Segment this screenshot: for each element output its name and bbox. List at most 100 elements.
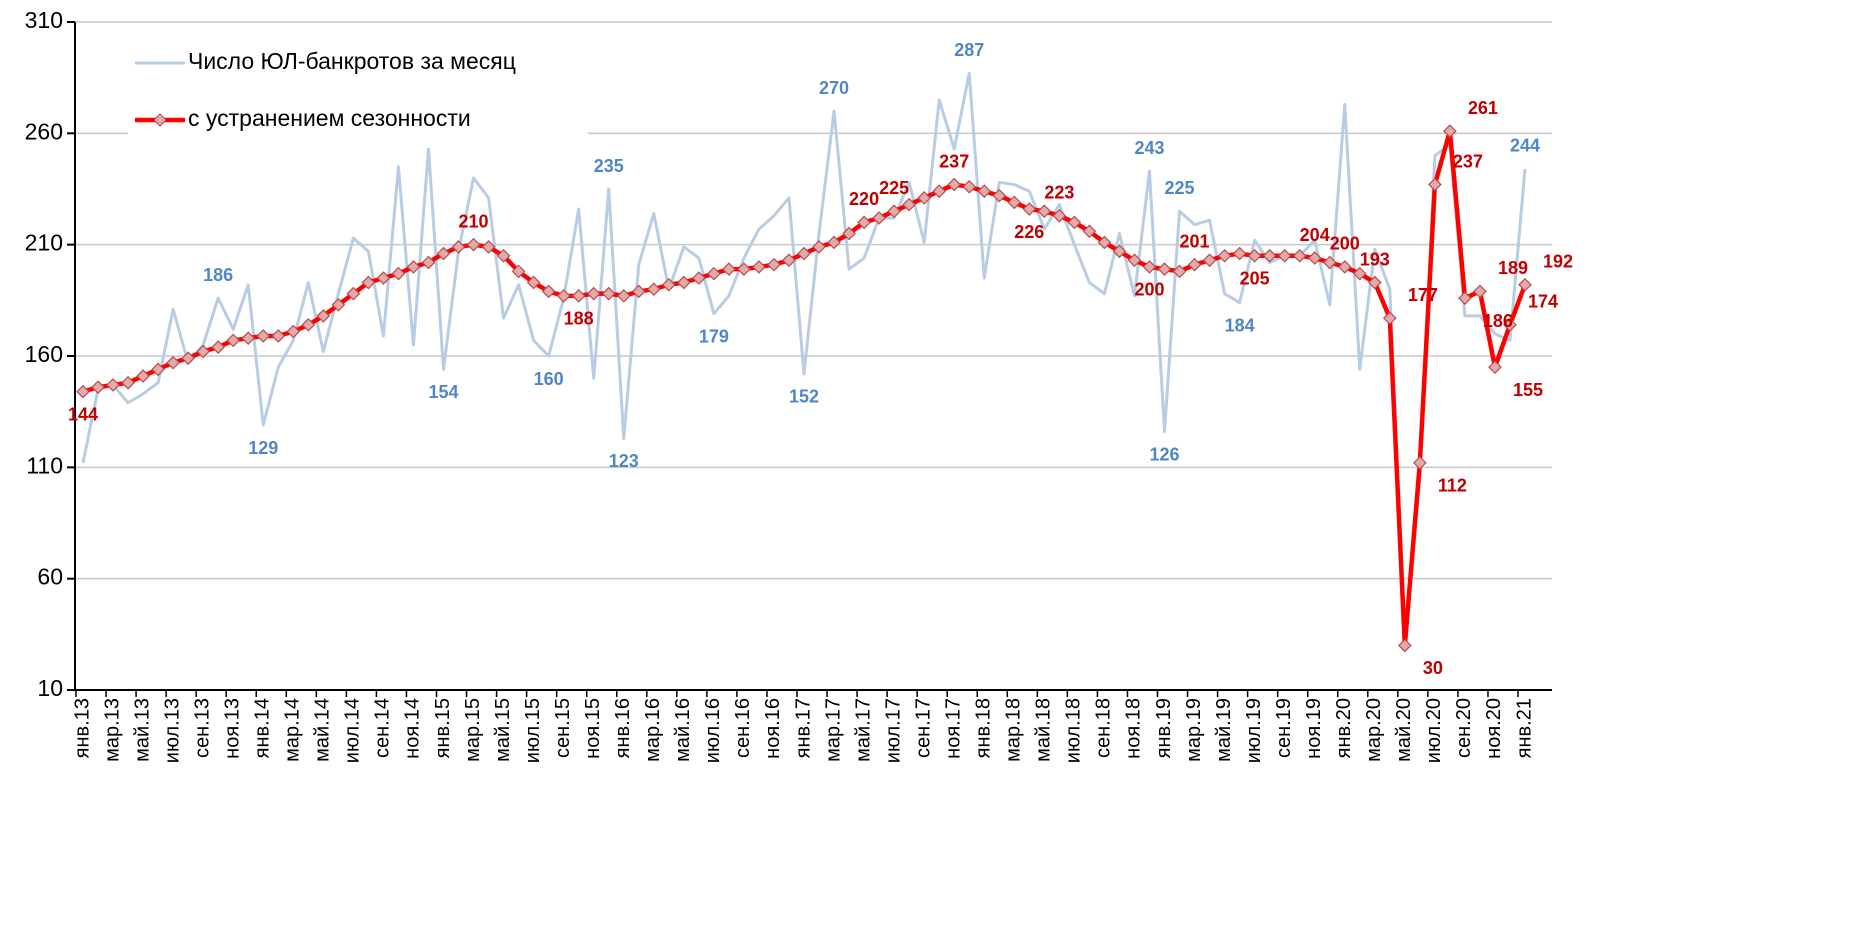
point-marker [241, 331, 256, 346]
point-marker [872, 211, 886, 225]
x-tick-label: май.13 [131, 698, 153, 762]
point-marker [1292, 248, 1307, 263]
data-label: 200 [1134, 280, 1164, 300]
point-marker [361, 275, 376, 290]
y-tick-label: 160 [25, 341, 63, 367]
x-tick-label: сен.13 [191, 698, 213, 758]
point-marker [827, 235, 841, 250]
point-marker [76, 384, 90, 399]
point-marker [646, 282, 661, 297]
point-marker [1397, 638, 1412, 653]
point-marker [181, 351, 195, 366]
data-label: 270 [819, 78, 849, 98]
data-label: 235 [594, 156, 624, 176]
point-marker [631, 284, 646, 299]
x-tick-label: ноя.20 [1483, 698, 1505, 759]
x-tick-label: сен.17 [912, 698, 934, 758]
x-tick-label: сен.18 [1093, 698, 1115, 758]
point-marker [1277, 248, 1292, 263]
point-marker [947, 177, 962, 192]
x-tick-label: июл.15 [522, 698, 544, 763]
x-tick-label: мар.14 [282, 698, 304, 762]
point-marker [1127, 253, 1142, 268]
data-label: 186 [203, 265, 233, 285]
x-tick-label: мар.15 [462, 698, 484, 762]
point-marker [1337, 260, 1352, 274]
point-marker [737, 262, 751, 277]
data-label: 225 [879, 178, 909, 198]
x-tick-label: май.17 [852, 698, 874, 762]
x-tick-label: янв.15 [432, 698, 454, 758]
data-label: 244 [1510, 136, 1540, 156]
data-label: 200 [1330, 234, 1360, 254]
point-marker [992, 188, 1007, 203]
point-marker [466, 237, 481, 252]
data-label: 155 [1513, 380, 1543, 400]
y-tick-label: 10 [37, 675, 63, 701]
legend-marker [153, 113, 167, 127]
point-marker [196, 344, 211, 359]
x-tick-label: сен.19 [1273, 698, 1295, 758]
x-tick-label: янв.20 [1333, 698, 1355, 758]
point-marker [271, 329, 286, 343]
x-tick-label: янв.14 [252, 698, 274, 758]
y-tick-label: 310 [25, 7, 63, 33]
data-label: 154 [428, 382, 458, 402]
point-marker [226, 333, 241, 348]
point-marker [1322, 255, 1337, 270]
point-marker [1097, 235, 1112, 250]
point-marker [1232, 246, 1247, 261]
point-marker [1307, 251, 1322, 265]
point-marker [722, 262, 736, 277]
data-label: 243 [1134, 138, 1164, 158]
point-marker [1382, 311, 1397, 325]
point-marker [797, 246, 811, 261]
point-marker [812, 240, 826, 254]
point-marker [346, 286, 361, 301]
x-tick-label: янв.13 [71, 698, 93, 758]
point-marker [1007, 195, 1022, 210]
x-tick-label: сен.20 [1453, 698, 1475, 758]
data-label: 184 [1225, 315, 1255, 335]
point-marker [586, 286, 601, 301]
point-marker [1367, 275, 1382, 290]
point-marker [496, 248, 511, 263]
x-tick-label: июл.17 [882, 698, 904, 763]
point-marker [767, 257, 781, 272]
point-marker [676, 275, 691, 290]
point-marker [286, 324, 301, 339]
y-tick-label: 210 [25, 230, 63, 256]
point-marker [707, 266, 721, 281]
point-marker [661, 277, 676, 292]
data-label: 225 [1164, 178, 1194, 198]
data-label: 223 [1044, 182, 1074, 202]
point-marker [526, 275, 541, 290]
point-marker [1082, 224, 1097, 239]
point-marker [902, 197, 916, 212]
legend-label: с устранением сезонности [188, 105, 471, 131]
point-marker [1488, 360, 1502, 374]
data-label: 174 [1528, 292, 1558, 312]
data-label: 129 [248, 438, 278, 458]
x-tick-label: май.16 [672, 698, 694, 762]
x-tick-label: сен.15 [552, 698, 574, 758]
x-tick-label: сен.16 [732, 698, 754, 758]
data-label: 226 [1014, 222, 1044, 242]
point-marker [857, 215, 871, 230]
data-label: 210 [459, 211, 489, 231]
series-line [81, 71, 1527, 647]
x-tick-label: янв.21 [1513, 698, 1535, 758]
data-label: 237 [939, 151, 969, 171]
data-label: 237 [1453, 151, 1483, 171]
data-label: 126 [1149, 444, 1179, 464]
point-marker [451, 240, 466, 254]
point-marker [1052, 208, 1067, 223]
point-marker [752, 260, 766, 274]
point-marker [692, 271, 706, 285]
point-marker [406, 260, 421, 274]
point-marker [1443, 124, 1457, 138]
point-marker [1142, 260, 1157, 274]
data-label: 177 [1408, 285, 1438, 305]
x-tick-label: май.14 [312, 698, 334, 762]
point-marker [91, 380, 105, 395]
